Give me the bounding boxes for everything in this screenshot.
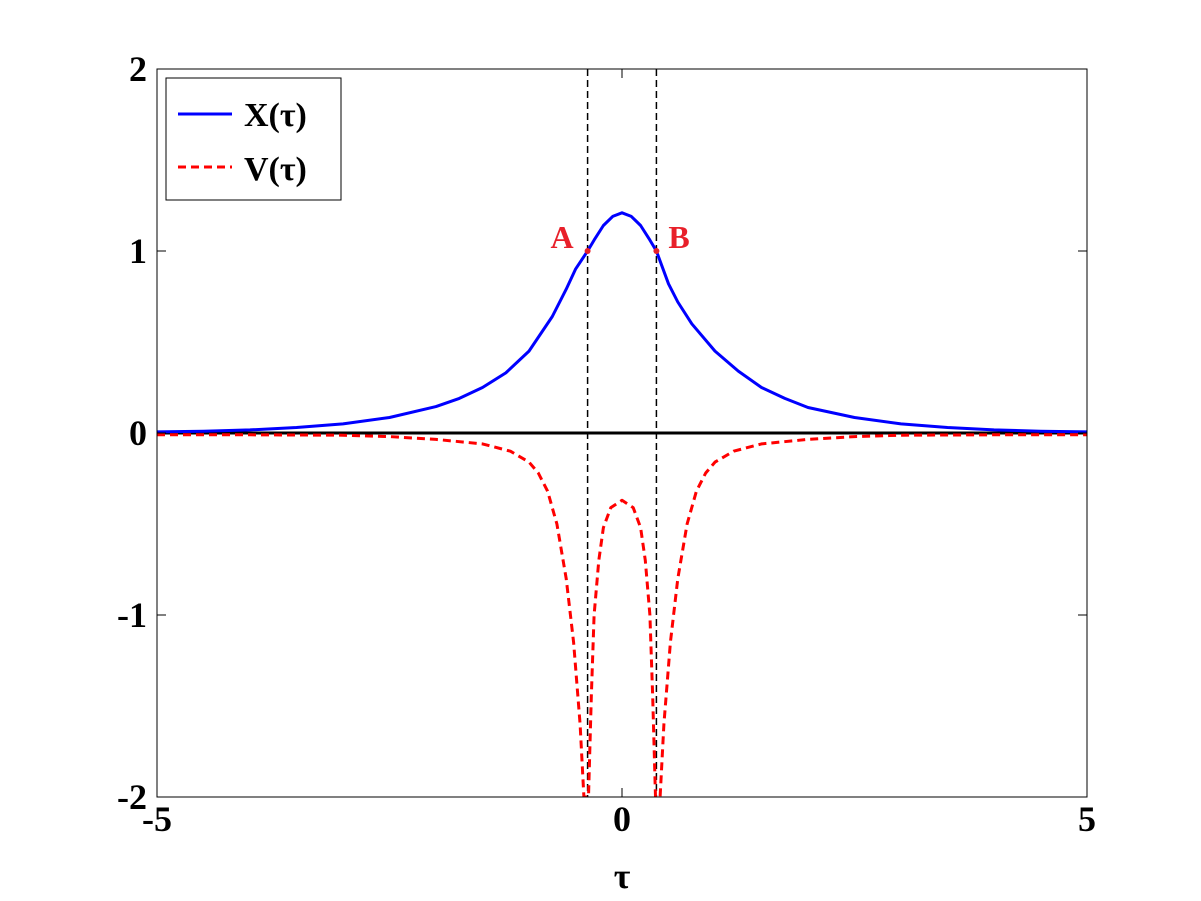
point-a [584,248,591,254]
y-tick-label: 2 [129,49,147,89]
point-b [653,248,660,254]
y-tick-label: -1 [117,595,147,635]
legend-label-x: X(τ) [244,97,307,134]
series-layer [157,211,1087,797]
x-axis-title: τ [614,856,631,896]
legend-label-v: V(τ) [244,151,307,188]
legend-box [165,77,342,201]
y-tick-label: 0 [129,413,147,453]
point-label-b: B [668,219,689,255]
x-tick-label: 0 [613,799,631,839]
x-tick-label: -5 [142,799,172,839]
series-v-line [157,433,1087,797]
legend: X(τ) V(τ) [165,77,342,201]
ticks: -5 0 5 -2 -1 0 1 2 [117,49,1096,839]
x-tick-label: 5 [1078,799,1096,839]
y-tick-label: -2 [117,777,147,817]
y-tick-label: 1 [129,231,147,271]
series-x-line [157,211,1087,434]
reference-lines [157,69,1087,797]
point-label-a: A [550,219,573,255]
